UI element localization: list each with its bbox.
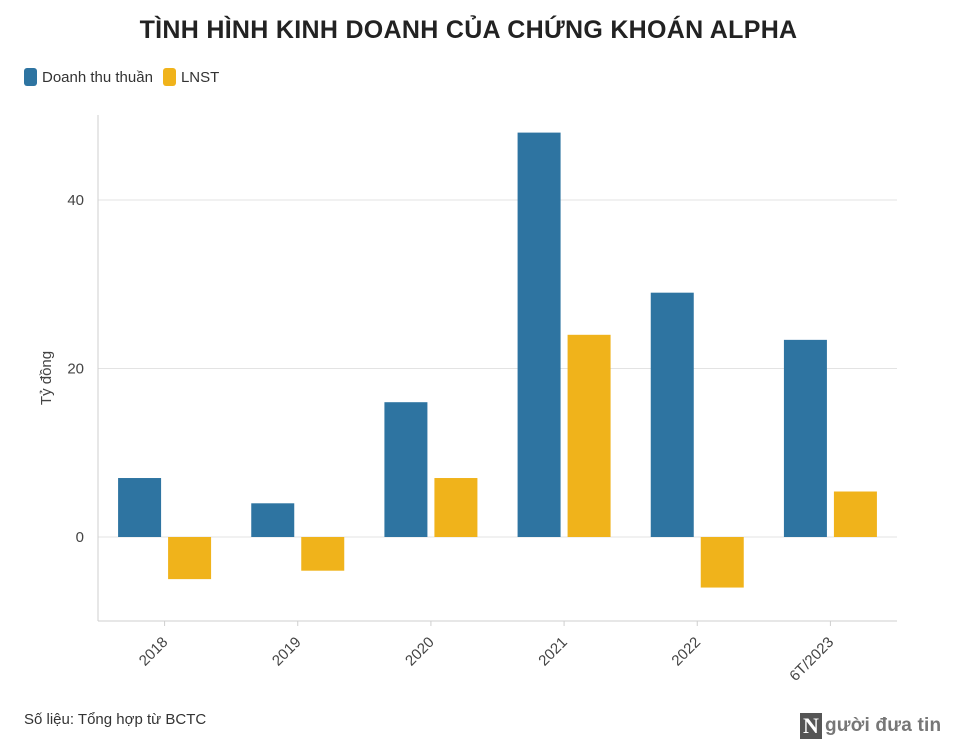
legend-label-revenue: Doanh thu thuần <box>42 68 153 86</box>
bar-profit-6T2023[interactable] <box>833 491 877 537</box>
source-note: Số liệu: Tổng hợp từ BCTC <box>24 711 207 728</box>
bar-revenue-2019[interactable] <box>251 503 295 537</box>
bar-profit-2021[interactable] <box>567 334 611 537</box>
grid-layer <box>98 199 897 538</box>
legend-item-profit[interactable]: LNST <box>162 68 220 86</box>
x-tick-label: 2021 <box>535 634 571 670</box>
bar-profit-2020[interactable] <box>434 478 478 537</box>
x-tick-label: 2022 <box>668 634 704 670</box>
y-tick-label: 0 <box>76 529 84 546</box>
x-tick-label: 2020 <box>402 634 438 670</box>
y-tick-label: 40 <box>67 192 84 209</box>
x-tick-label: 6T/2023 <box>786 634 837 685</box>
legend: Doanh thu thuần LNST <box>24 68 229 86</box>
x-tick-label: 2018 <box>136 634 172 670</box>
bar-profit-2018[interactable] <box>168 537 212 580</box>
bar-chart: 0 20 40 2018 2019 2020 2021 2022 6T/2023 Tỷ đồng <box>38 115 897 685</box>
x-tick-label: 2019 <box>269 634 305 670</box>
bars-layer <box>118 132 877 588</box>
logo-text: gười đưa tin <box>825 715 942 736</box>
legend-swatch-profit <box>162 68 176 86</box>
bar-revenue-2021[interactable] <box>517 132 561 537</box>
bar-profit-2022[interactable] <box>700 537 744 588</box>
legend-item-revenue[interactable]: Doanh thu thuần <box>24 68 153 86</box>
chart-title: TÌNH HÌNH KINH DOANH CỦA CHỨNG KHOÁN ALP… <box>139 16 798 44</box>
publisher-logo: N gười đưa tin <box>800 712 941 740</box>
bar-revenue-6T2023[interactable] <box>783 339 827 537</box>
bar-revenue-2022[interactable] <box>650 292 694 537</box>
y-axis-label: Tỷ đồng <box>38 351 55 405</box>
bar-revenue-2018[interactable] <box>118 478 162 537</box>
bar-profit-2019[interactable] <box>301 537 345 571</box>
bar-revenue-2020[interactable] <box>384 402 428 537</box>
logo-letter: N <box>800 713 822 739</box>
y-tick-label: 20 <box>67 361 84 378</box>
legend-swatch-revenue <box>24 68 37 86</box>
legend-label-profit: LNST <box>180 68 220 86</box>
